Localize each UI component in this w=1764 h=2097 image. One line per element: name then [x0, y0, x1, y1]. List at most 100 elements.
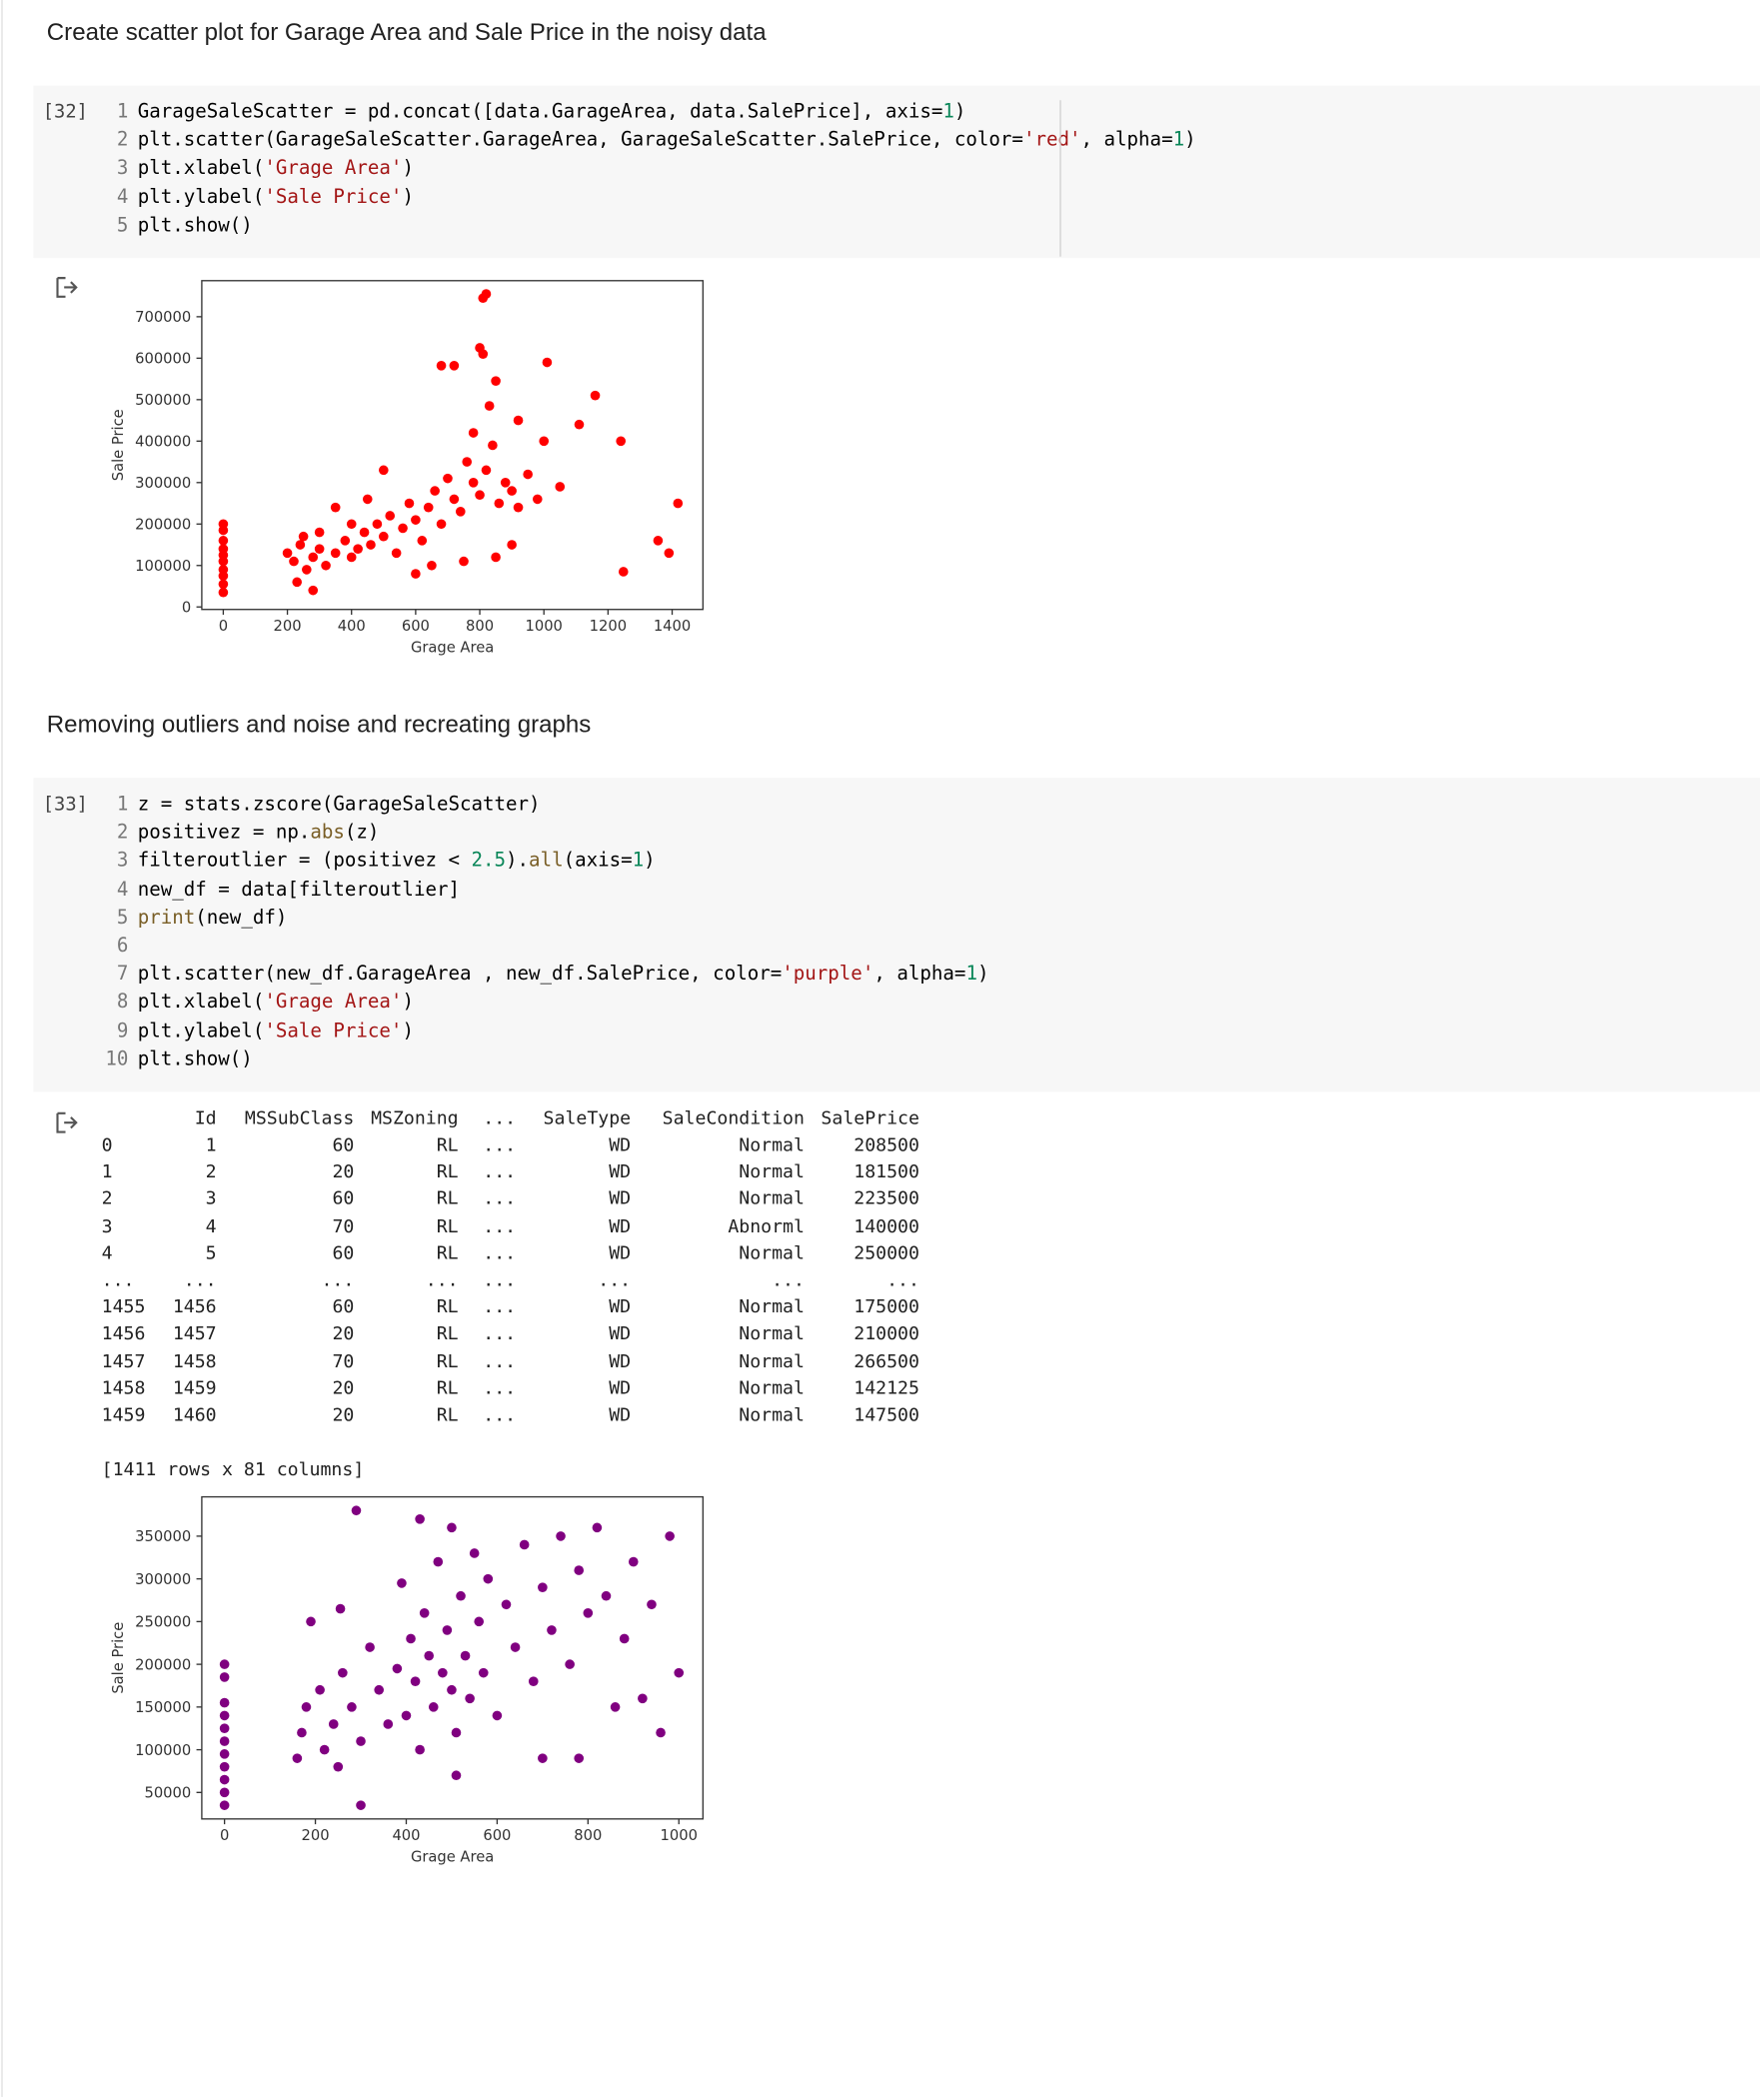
table-cell: ... — [321, 1269, 355, 1291]
point — [346, 519, 357, 530]
point — [406, 1633, 416, 1644]
x-tick-label: 200 — [302, 1827, 330, 1844]
point — [592, 1522, 603, 1533]
table-cell: Normal — [739, 1350, 805, 1372]
point — [513, 502, 524, 513]
line-number: 6 — [116, 935, 129, 958]
x-tick-label: 0 — [219, 618, 228, 635]
y-tick-label: 300000 — [135, 1571, 191, 1588]
point — [510, 1642, 521, 1652]
y-axis-label: Sale Price — [110, 1622, 127, 1694]
point — [610, 1702, 621, 1712]
point — [398, 523, 408, 534]
y-tick-label: 100000 — [135, 1742, 191, 1759]
code-line: new_df = data[filteroutlier] — [137, 879, 460, 901]
table-cell: 175000 — [854, 1296, 919, 1318]
line-number: 8 — [116, 992, 129, 1015]
code-line: filteroutlier = (positivez < 2.5).all(ax… — [137, 850, 656, 873]
table-cell: Abnorml — [728, 1215, 805, 1237]
line-number: 4 — [116, 186, 129, 209]
table-cell: RL — [436, 1134, 459, 1156]
point — [618, 567, 629, 577]
table-cell: RL — [436, 1296, 459, 1318]
point — [460, 1650, 471, 1661]
code-line: plt.xlabel('Grage Area') — [137, 992, 414, 1015]
point — [219, 1697, 230, 1708]
code-cell[interactable]: [33] 1 z = stats.zscore(GarageSaleScatter)… — [33, 778, 1760, 1092]
x-tick-label: 1000 — [526, 618, 563, 635]
table-cell: Normal — [739, 1404, 805, 1426]
code-line: plt.scatter(new_df.GarageArea , new_df.S… — [137, 964, 989, 986]
line-number: 2 — [116, 822, 129, 844]
chart: 0 200 400 600 800 1000 50000 100000 150000 200000… — [110, 1495, 704, 1866]
chart: 0 200 400 600 800 1000 1200 1400 0 100000 200000 30… — [110, 280, 704, 657]
table-cell: ... — [483, 1215, 517, 1237]
y-tick-label: 300000 — [135, 475, 191, 492]
point — [218, 544, 229, 554]
table-cell: 2 — [101, 1188, 113, 1210]
table-cell: SalePrice — [821, 1107, 919, 1129]
table-cell: Normal — [739, 1323, 805, 1345]
table-cell: RL — [436, 1323, 459, 1345]
x-tick-label: 400 — [338, 618, 366, 635]
point — [427, 560, 437, 571]
table-cell: ... — [183, 1269, 217, 1291]
output-icon[interactable] — [53, 1110, 80, 1134]
table-cell: 60 — [332, 1134, 355, 1156]
table-cell: MSZoning — [371, 1107, 459, 1129]
table-cell: RL — [436, 1242, 459, 1264]
point — [481, 465, 492, 476]
text-cell: Create scatter plot for Garage Area and … — [46, 18, 767, 46]
point — [295, 540, 306, 550]
table-cell: ... — [772, 1269, 805, 1291]
point — [491, 552, 501, 563]
y-tick-label: 50000 — [144, 1785, 191, 1802]
point — [374, 1684, 385, 1695]
point — [555, 482, 566, 492]
y-tick-label: 500000 — [135, 392, 191, 409]
point — [438, 1667, 448, 1678]
point — [353, 544, 363, 554]
table-cell: ... — [483, 1107, 517, 1129]
code-line: plt.ylabel('Sale Price') — [137, 1021, 414, 1043]
table-cell: Normal — [739, 1134, 805, 1156]
point — [656, 1727, 666, 1738]
y-tick-label: 400000 — [135, 434, 191, 451]
x-tick-label: 1200 — [590, 618, 627, 635]
table-cell: ... — [483, 1350, 517, 1372]
code-line: plt.ylabel('Sale Price') — [137, 186, 414, 209]
code-line: z = stats.zscore(GarageSaleScatter) — [137, 794, 541, 816]
y-tick-label: 200000 — [135, 1656, 191, 1673]
point — [532, 494, 543, 505]
x-tick-label: 200 — [274, 618, 302, 635]
table-cell: WD — [609, 1377, 632, 1399]
output-icon[interactable] — [53, 275, 80, 299]
table-cell: 140000 — [854, 1215, 919, 1237]
point — [410, 1676, 421, 1687]
table-cell: ... — [483, 1404, 517, 1426]
code-line: plt.show() — [137, 215, 253, 237]
table-cell: 208500 — [854, 1134, 919, 1156]
code-cell[interactable]: [32] 1 GarageSaleScatter = pd.concat([data… — [33, 85, 1760, 259]
point — [501, 1599, 512, 1610]
y-tick-label: 200000 — [135, 517, 191, 534]
point — [356, 1800, 366, 1810]
y-tick-label: 0 — [182, 600, 191, 617]
point — [308, 552, 319, 563]
ruler — [1059, 100, 1061, 257]
x-tick-label: 400 — [392, 1827, 420, 1844]
point — [219, 1749, 230, 1759]
point — [478, 1667, 489, 1678]
point — [383, 1719, 394, 1729]
table-cell: 1459 — [172, 1377, 217, 1399]
table-cell: 1 — [205, 1134, 217, 1156]
table-cell: 1456 — [172, 1296, 217, 1318]
y-tick-label: 350000 — [135, 1528, 191, 1545]
y-tick-label: 100000 — [135, 558, 191, 575]
table-cell: ... — [101, 1269, 135, 1291]
point — [462, 457, 473, 467]
table-cell: 4 — [101, 1242, 113, 1264]
point — [459, 556, 469, 567]
point — [289, 556, 299, 567]
point — [491, 376, 501, 386]
